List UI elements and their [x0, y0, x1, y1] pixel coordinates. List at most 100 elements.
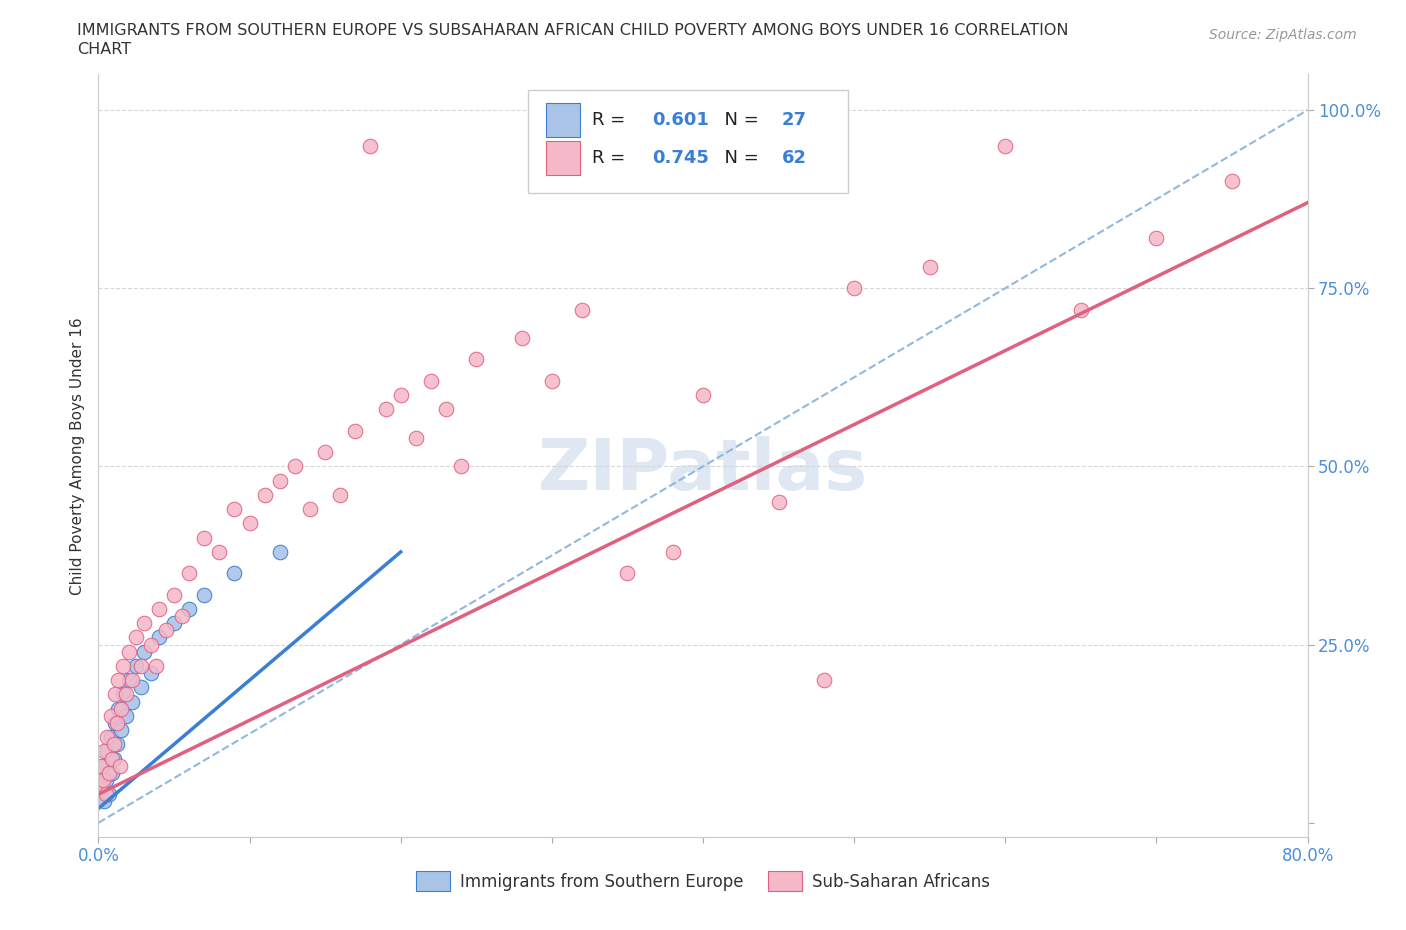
- Point: [253, 487, 276, 502]
- Point: [314, 445, 336, 459]
- Point: [100, 730, 122, 745]
- Point: [571, 302, 593, 317]
- Point: [299, 501, 322, 516]
- Point: [692, 388, 714, 403]
- Point: [148, 630, 170, 644]
- Point: [768, 495, 790, 510]
- Point: [129, 658, 152, 673]
- Point: [269, 544, 291, 559]
- Point: [616, 565, 638, 580]
- Point: [108, 758, 131, 773]
- Point: [101, 765, 124, 780]
- Text: 62: 62: [782, 150, 807, 167]
- Point: [107, 672, 129, 687]
- Point: [994, 139, 1017, 153]
- Text: R =: R =: [592, 112, 631, 129]
- Point: [111, 687, 134, 702]
- Point: [405, 431, 427, 445]
- Text: N =: N =: [713, 112, 765, 129]
- Point: [239, 516, 262, 531]
- Point: [125, 630, 148, 644]
- Point: [1070, 302, 1092, 317]
- Text: 0.601: 0.601: [652, 112, 709, 129]
- Text: 0.745: 0.745: [652, 150, 709, 167]
- Point: [284, 458, 307, 473]
- Text: R =: R =: [592, 150, 631, 167]
- Point: [104, 715, 127, 730]
- Y-axis label: Child Poverty Among Boys Under 16: Child Poverty Among Boys Under 16: [69, 317, 84, 594]
- Point: [100, 709, 122, 724]
- Point: [129, 680, 152, 695]
- Point: [125, 658, 148, 673]
- Point: [540, 374, 562, 389]
- Text: IMMIGRANTS FROM SOUTHERN EUROPE VS SUBSAHARAN AFRICAN CHILD POVERTY AMONG BOYS U: IMMIGRANTS FROM SOUTHERN EUROPE VS SUBSA…: [77, 23, 1069, 38]
- Legend: Immigrants from Southern Europe, Sub-Saharan Africans: Immigrants from Southern Europe, Sub-Sah…: [409, 865, 997, 897]
- Point: [170, 608, 193, 623]
- Point: [145, 658, 167, 673]
- Point: [344, 423, 367, 438]
- Point: [114, 709, 136, 724]
- Text: ZIPatlas: ZIPatlas: [538, 436, 868, 505]
- Point: [121, 672, 143, 687]
- Point: [101, 751, 124, 766]
- Point: [465, 352, 488, 367]
- Point: [111, 658, 134, 673]
- Point: [118, 644, 141, 659]
- Point: [434, 402, 457, 417]
- FancyBboxPatch shape: [527, 89, 848, 193]
- Point: [132, 644, 155, 659]
- Point: [918, 259, 941, 274]
- Point: [141, 637, 163, 652]
- Point: [224, 501, 246, 516]
- Text: 27: 27: [782, 112, 807, 129]
- Point: [93, 744, 115, 759]
- Point: [360, 139, 382, 153]
- Point: [107, 701, 129, 716]
- Point: [179, 565, 201, 580]
- Point: [93, 794, 115, 809]
- Point: [104, 687, 127, 702]
- Point: [420, 374, 443, 389]
- Point: [374, 402, 396, 417]
- Point: [96, 744, 118, 759]
- Point: [269, 473, 291, 488]
- Point: [105, 737, 128, 751]
- FancyBboxPatch shape: [546, 103, 579, 138]
- Point: [193, 587, 215, 602]
- Point: [114, 687, 136, 702]
- Point: [1144, 231, 1167, 246]
- Point: [1220, 174, 1243, 189]
- Point: [110, 701, 132, 716]
- Point: [193, 530, 215, 545]
- Point: [179, 602, 201, 617]
- Point: [510, 331, 533, 346]
- Point: [155, 623, 177, 638]
- Point: [813, 672, 835, 687]
- Point: [141, 666, 163, 681]
- Text: N =: N =: [713, 150, 765, 167]
- Point: [94, 773, 117, 788]
- Point: [163, 616, 186, 631]
- Point: [661, 544, 683, 559]
- Point: [91, 773, 114, 788]
- Point: [224, 565, 246, 580]
- Point: [91, 758, 114, 773]
- Point: [98, 787, 121, 802]
- Text: Source: ZipAtlas.com: Source: ZipAtlas.com: [1209, 28, 1357, 42]
- Point: [148, 602, 170, 617]
- Point: [163, 587, 186, 602]
- Point: [450, 458, 472, 473]
- Point: [98, 765, 121, 780]
- FancyBboxPatch shape: [546, 141, 579, 176]
- Point: [329, 487, 352, 502]
- Point: [94, 787, 117, 802]
- Point: [208, 544, 231, 559]
- Point: [844, 281, 866, 296]
- Point: [89, 779, 111, 794]
- Point: [110, 723, 132, 737]
- Point: [118, 672, 141, 687]
- Point: [90, 779, 112, 794]
- Point: [389, 388, 412, 403]
- Point: [103, 737, 125, 751]
- Text: CHART: CHART: [77, 42, 131, 57]
